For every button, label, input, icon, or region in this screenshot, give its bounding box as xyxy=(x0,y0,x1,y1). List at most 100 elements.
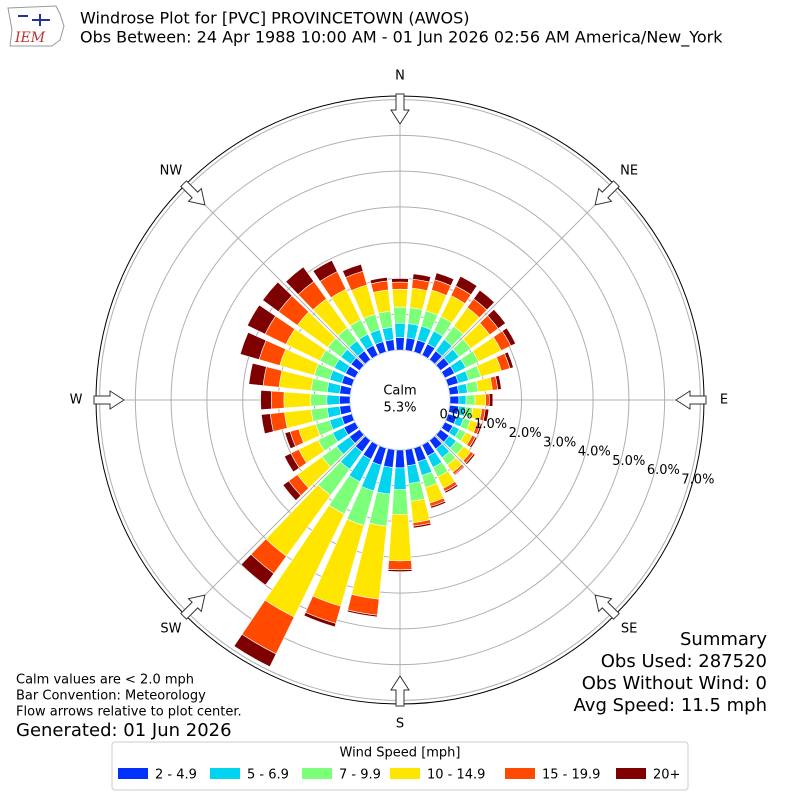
legend-label: 2 - 4.9 xyxy=(155,768,197,783)
summary-line: Obs Without Wind: 0 xyxy=(582,673,767,694)
flow-arrow-shape xyxy=(390,675,410,707)
flow-arrow-shape xyxy=(180,180,206,206)
note-line: Flow arrows relative to plot center. xyxy=(16,705,242,720)
bar-segment xyxy=(475,377,493,393)
bar-segment xyxy=(485,393,490,407)
logo-text: IEM xyxy=(14,30,46,46)
bar-segment xyxy=(465,453,476,465)
r-tick-label: 2.0% xyxy=(509,426,542,441)
bar-segment xyxy=(465,380,479,394)
calm-label: Calm xyxy=(383,384,416,399)
r-tick-label: 7.0% xyxy=(681,472,714,487)
bar-segment xyxy=(412,273,432,283)
r-tick-label: 3.0% xyxy=(543,435,576,450)
legend-box xyxy=(111,741,689,791)
logo: IEM xyxy=(7,5,65,47)
bar-segment xyxy=(260,413,274,435)
bar-segment xyxy=(285,266,315,295)
bar-segment xyxy=(487,308,506,329)
bar-segment xyxy=(312,259,338,282)
bar-segment xyxy=(240,553,275,586)
generated-date: Generated: 01 Jun 2026 xyxy=(16,720,232,741)
bar-segment xyxy=(476,422,483,436)
compass-label: E xyxy=(720,393,728,408)
bar-segment xyxy=(465,394,476,406)
flow-arrow-shape xyxy=(93,390,125,410)
calm-hole xyxy=(351,351,449,449)
r-tick-label: 0.0% xyxy=(440,408,473,423)
bar-segment xyxy=(248,362,267,386)
bar-segment xyxy=(453,465,465,476)
flow-arrow-shape xyxy=(180,594,206,620)
flow-arrow xyxy=(180,594,206,620)
bar-segment xyxy=(482,408,490,422)
chart-subtitle: Obs Between: 24 Apr 1988 10:00 AM - 01 J… xyxy=(80,28,723,48)
bar-segment xyxy=(381,326,394,342)
bar-segment xyxy=(495,374,502,391)
legend-swatch xyxy=(505,768,535,779)
summary-line: Summary xyxy=(680,629,767,650)
legend-label: 15 - 19.9 xyxy=(542,768,600,783)
compass-label: N xyxy=(395,69,405,84)
bar-segment xyxy=(444,484,459,494)
bar-segment xyxy=(310,378,330,393)
bar-segment xyxy=(387,569,413,572)
flow-arrow xyxy=(675,390,707,410)
flow-arrow xyxy=(180,180,206,206)
legend-swatch xyxy=(616,768,646,779)
bar-segment xyxy=(339,404,352,416)
flow-arrow-shape xyxy=(594,180,620,206)
flow-arrow-shape xyxy=(390,93,410,125)
legend-label: 10 - 14.9 xyxy=(427,768,485,783)
bar-segment xyxy=(369,277,388,285)
bar-segment xyxy=(393,467,407,490)
bar-segment xyxy=(339,384,352,396)
flow-arrow xyxy=(390,675,410,707)
legend-title: Wind Speed [mph] xyxy=(340,746,461,761)
bar-segment xyxy=(262,281,293,313)
bar-segment xyxy=(394,449,406,469)
flow-arrow xyxy=(594,180,620,206)
compass-label: NW xyxy=(160,163,183,178)
bar-segment xyxy=(409,287,428,311)
bar-segment xyxy=(246,304,276,335)
bar-segment xyxy=(408,481,426,502)
bar-segment xyxy=(393,306,407,324)
bar-segment xyxy=(387,560,413,571)
bar-segment xyxy=(346,609,378,618)
bar-segment xyxy=(391,488,409,515)
bar-segment xyxy=(283,452,300,473)
note-line: Bar Convention: Meteorology xyxy=(16,689,206,704)
bar-segment xyxy=(310,393,328,407)
bar-segment xyxy=(455,275,478,296)
bar-segment xyxy=(474,393,487,407)
note-line: Calm values are < 2.0 mph xyxy=(16,673,194,688)
legend-label: 20+ xyxy=(653,768,680,783)
bar-segment xyxy=(388,513,412,562)
bar-segment xyxy=(504,351,514,369)
bar-segment xyxy=(407,307,423,326)
bar-segment xyxy=(412,522,432,529)
bar-segment xyxy=(406,323,419,340)
bars xyxy=(233,259,517,668)
logo-glyph xyxy=(18,14,50,26)
bar-segment xyxy=(448,385,459,396)
bar-segment xyxy=(270,390,285,410)
overlay: Calm 5.3% 0.0%1.0%2.0%3.0%4.0%5.0%6.0%7.0%… xyxy=(70,69,729,732)
bar-segment xyxy=(378,310,393,330)
bar-segment xyxy=(488,393,494,407)
bar-segment xyxy=(284,431,296,450)
bar-segment xyxy=(395,337,405,351)
bar-segment xyxy=(283,391,312,409)
compass-label: SW xyxy=(160,622,181,637)
bar-segment xyxy=(430,500,447,509)
radial-grid-line xyxy=(435,435,616,616)
flow-arrow xyxy=(594,594,620,620)
bar-segment xyxy=(326,381,342,394)
bar-segment xyxy=(501,327,517,347)
radial-grid-line xyxy=(184,184,365,365)
bar-segment xyxy=(404,337,416,352)
bar-segment xyxy=(449,395,460,405)
bar-segment xyxy=(303,611,337,628)
